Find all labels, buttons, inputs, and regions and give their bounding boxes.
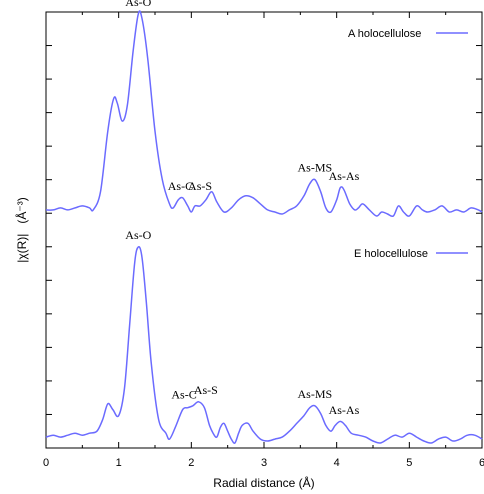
- y-axis-label: |χ(R)| (Å⁻³): [14, 197, 29, 263]
- x-tick-label: 2: [188, 457, 194, 469]
- series-line-a-holocellulose: [45, 10, 483, 218]
- x-tick-label: 1: [116, 457, 122, 469]
- y-axis-label-main: |χ(R)|: [15, 234, 29, 263]
- series-line-e-holocellulose: [45, 246, 483, 444]
- x-tick-label: 4: [334, 457, 340, 469]
- peak-label: As-As: [329, 403, 360, 417]
- legend-label-e: E holocellulose: [354, 248, 428, 260]
- peak-label: As-O: [125, 228, 151, 242]
- plot-frame: [45, 11, 483, 449]
- data-curves: [45, 10, 483, 444]
- x-tick-label: 6: [479, 457, 484, 469]
- peak-label: As-S: [194, 383, 218, 397]
- peak-label: As-As: [329, 169, 360, 183]
- legend-bottom: E holocellulose: [354, 248, 468, 260]
- peak-label: As-MS: [298, 387, 333, 401]
- y-axis-label-unit: (Å⁻³): [14, 197, 29, 223]
- peak-label: As-C: [168, 179, 193, 193]
- peak-label: As-O: [125, 0, 151, 9]
- peak-label: As-S: [188, 179, 212, 193]
- x-tick-labels: 0 1 2 3 4 5 6: [43, 457, 484, 469]
- x-axis-label: Radial distance (Å): [213, 475, 314, 490]
- x-tick-label: 3: [261, 457, 267, 469]
- legend-top: A holocellulose: [348, 28, 468, 40]
- peak-label: As-MS: [298, 161, 333, 175]
- axis-ticks: [45, 12, 483, 448]
- x-tick-label: 5: [406, 457, 412, 469]
- legend-label-a: A holocellulose: [348, 28, 421, 40]
- peak-label: As-C: [171, 387, 196, 401]
- x-tick-label: 0: [43, 457, 49, 469]
